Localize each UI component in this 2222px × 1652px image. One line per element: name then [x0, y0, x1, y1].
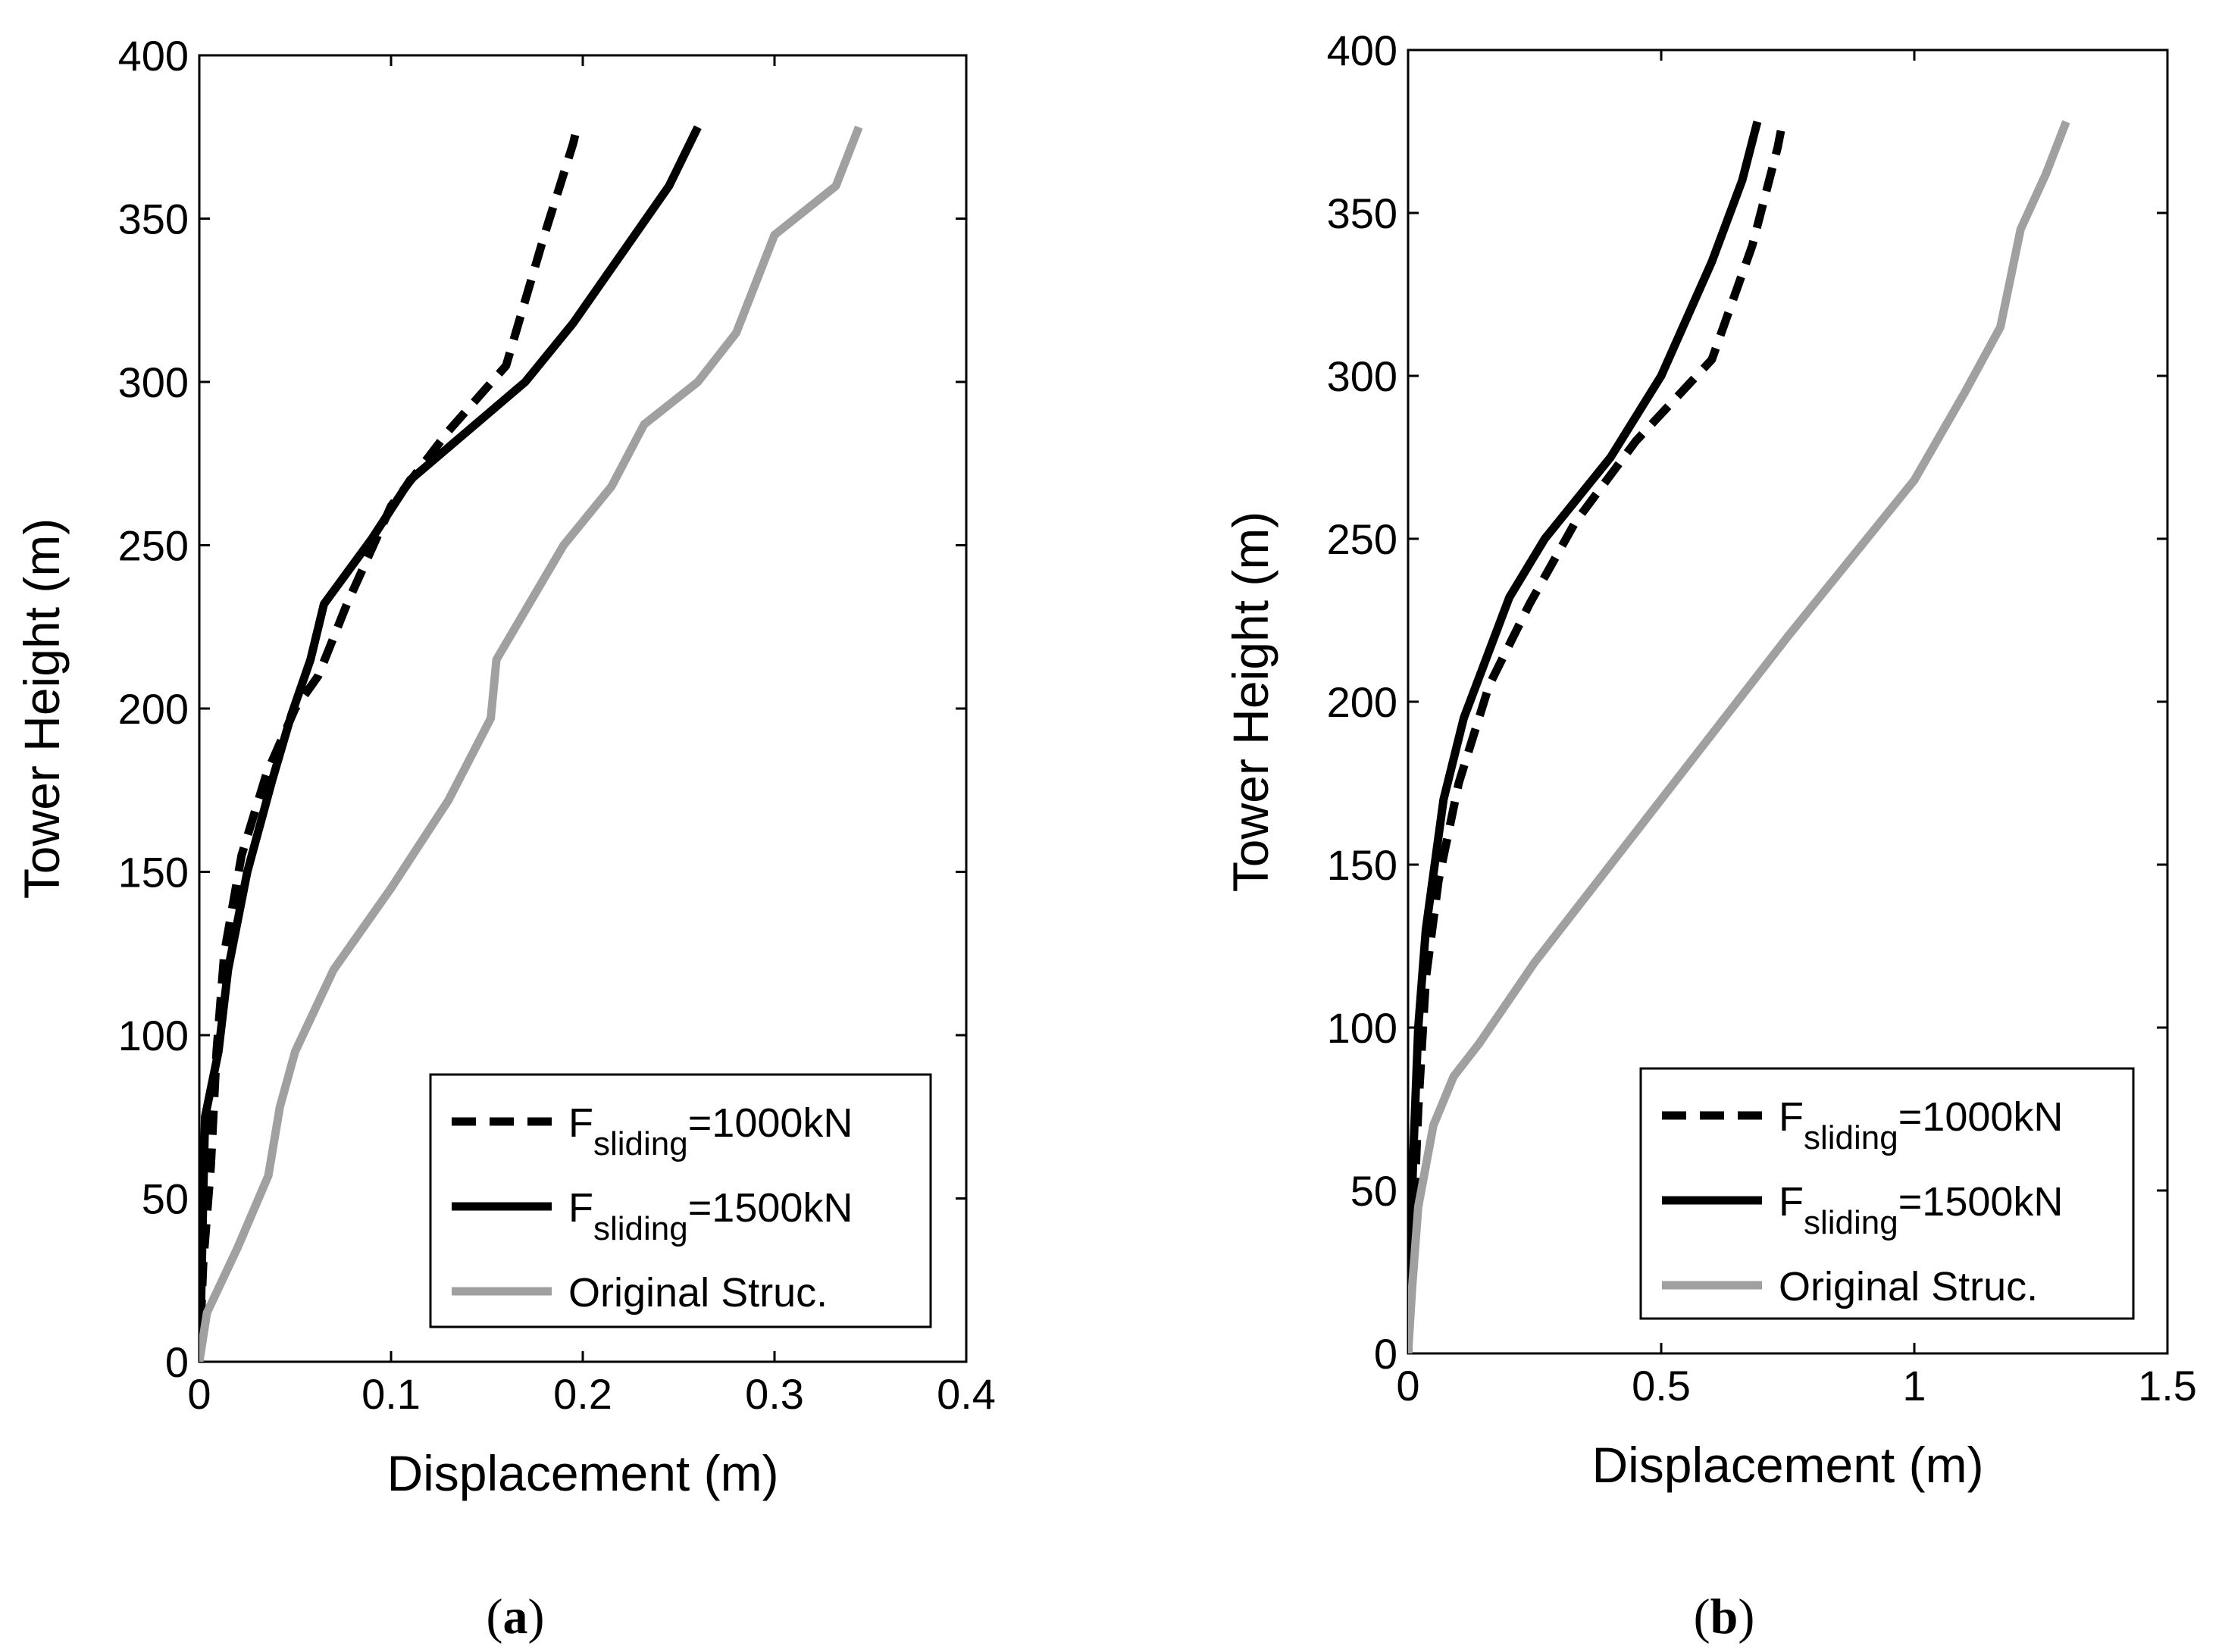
- y-tick-label: 50: [142, 1175, 189, 1223]
- legend-label-main: F: [568, 1185, 593, 1231]
- panel-caption: (b): [1694, 1589, 1755, 1644]
- y-tick-label: 250: [1327, 515, 1397, 563]
- legend-label-1: Fsliding=1500kN: [1779, 1179, 2063, 1241]
- x-axis-label: Displacement (m): [387, 1445, 778, 1501]
- y-tick-label: 200: [118, 685, 189, 733]
- legend-label-tail: =1000kN: [688, 1100, 853, 1146]
- y-axis-label: Tower Height (m): [14, 518, 70, 899]
- legend-label-main: Original Struc.: [1779, 1264, 2038, 1309]
- y-tick-label: 400: [1327, 27, 1397, 74]
- legend-box: [429, 1073, 932, 1328]
- x-tick-label: 0.4: [937, 1370, 996, 1418]
- y-tick-label: 100: [118, 1012, 189, 1059]
- legend-label-main: Original Struc.: [568, 1270, 828, 1316]
- y-tick-label: 350: [1327, 189, 1397, 237]
- y-tick-label: 300: [118, 358, 189, 406]
- x-tick-label: 0.2: [553, 1370, 612, 1418]
- y-tick-label: 200: [1327, 678, 1397, 726]
- x-tick-label: 0.1: [361, 1370, 421, 1418]
- legend-label-2: Original Struc.: [568, 1270, 828, 1316]
- series-line-1: [1408, 120, 1762, 1353]
- legend-label-main: F: [1779, 1094, 1804, 1140]
- panel-caption: (a): [487, 1589, 545, 1644]
- x-tick-label: 0.3: [745, 1370, 804, 1418]
- y-tick-label: 300: [1327, 352, 1397, 400]
- series-line-2: [1408, 120, 2070, 1353]
- legend-label-0: Fsliding=1000kN: [1779, 1094, 2063, 1156]
- series-line-1: [199, 125, 702, 1362]
- y-tick-label: 150: [118, 849, 189, 896]
- series-line-2: [199, 125, 863, 1362]
- x-tick-label: 1: [1902, 1362, 1926, 1410]
- panel-caption-letter: a: [503, 1589, 528, 1644]
- legend-label-main: F: [1779, 1179, 1804, 1225]
- y-tick-label: 150: [1327, 841, 1397, 889]
- y-axis-label: Tower Height (m): [1222, 512, 1278, 892]
- x-axis-label: Displacement (m): [1591, 1437, 1983, 1493]
- legend-label-2: Original Struc.: [1779, 1264, 2038, 1309]
- panel-caption-letter: b: [1710, 1589, 1738, 1644]
- legend-label-1: Fsliding=1500kN: [568, 1185, 853, 1247]
- chart-panel-a: 0 0.1 0.2 0.3 0.4 0 50 100 150 200 250 300 350 400 Dis…: [14, 32, 996, 1644]
- legend-label-subscript: sliding: [593, 1210, 688, 1247]
- y-tick-label: 0: [1374, 1330, 1397, 1378]
- legend-label-subscript: sliding: [1804, 1204, 1898, 1241]
- chart-panel-b: 0 0.5 1 1.5 0 50 100 150 200 250 300 350 400 Displace…: [1222, 27, 2197, 1644]
- legend-label-tail: =1500kN: [1898, 1179, 2064, 1225]
- legend-label-subscript: sliding: [593, 1125, 688, 1162]
- legend-box: [1639, 1067, 2135, 1320]
- y-tick-label: 0: [165, 1338, 189, 1386]
- series-line-0: [199, 126, 581, 1362]
- x-tick-label: 0.5: [1632, 1362, 1691, 1410]
- legend-label-main: F: [568, 1100, 593, 1146]
- y-tick-label: 50: [1350, 1167, 1397, 1215]
- legend-label-subscript: sliding: [1804, 1119, 1898, 1156]
- y-tick-label: 250: [118, 522, 189, 570]
- x-tick-label: 0: [1396, 1362, 1419, 1410]
- x-tick-label: 1.5: [2138, 1362, 2197, 1410]
- x-tick-label: 0: [187, 1370, 211, 1418]
- y-tick-label: 400: [118, 32, 189, 80]
- y-tick-label: 100: [1327, 1004, 1397, 1052]
- legend-label-0: Fsliding=1000kN: [568, 1100, 853, 1162]
- legend-label-tail: =1000kN: [1898, 1094, 2064, 1140]
- legend-label-tail: =1500kN: [688, 1185, 853, 1231]
- y-tick-label: 350: [118, 196, 189, 243]
